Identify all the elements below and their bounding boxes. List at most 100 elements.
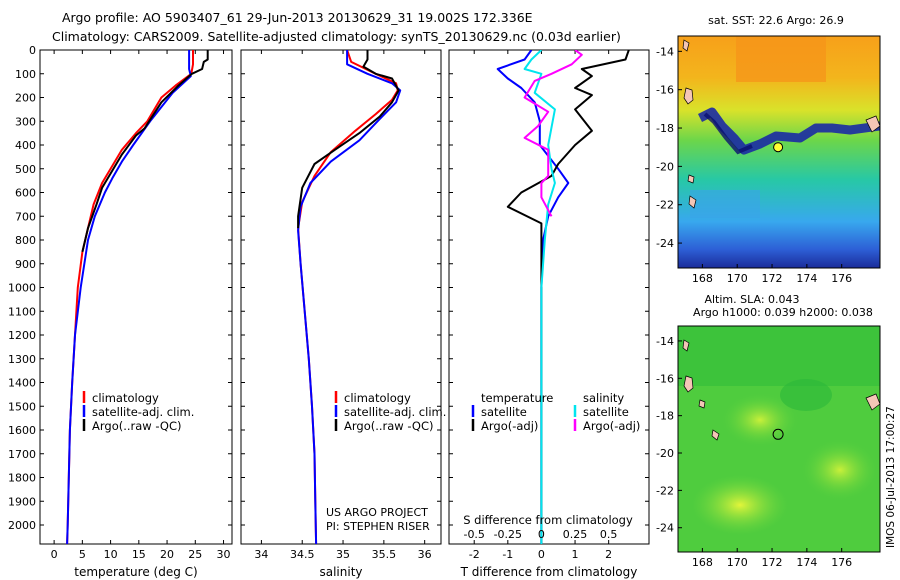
sla-islands [682,339,880,441]
sla-low-1 [780,379,832,411]
x-tick-label: 15 [132,548,146,561]
series-line-argo-raw-qc- [81,50,209,253]
legend-label-satellite: satellite-adj. clim. [344,405,446,419]
depth-tick-label: 1000 [8,282,36,295]
lon-tick-label: 176 [831,272,852,285]
lon-tick-label: 176 [831,556,852,569]
depth-tick-label: 900 [15,258,36,271]
sla-band [678,326,880,386]
salinity-lines [297,50,402,544]
project-credit: US ARGO PROJECT [326,506,428,519]
lat-tick-label: -22 [656,484,674,497]
island-4 [711,429,720,441]
sst-warm-patch [736,36,826,82]
island-2 [683,375,694,393]
series-line-satellite-adj-clim- [66,50,192,544]
lon-tick-label: 172 [762,556,783,569]
depth-tick-label: 200 [15,92,36,105]
legend-title-salinity: salinity [583,391,624,405]
x-tick-label: 34.5 [290,548,315,561]
x-tick-label: 10 [104,548,118,561]
legend-label-t-argo: Argo(-adj) [481,419,538,433]
island-1 [682,339,690,352]
island-2 [683,87,694,105]
salinity-xlabel: salinity [319,565,362,579]
depth-tick-label: 700 [15,210,36,223]
island-5 [865,115,880,133]
island-5 [865,393,880,411]
x-tick-label: 0 [538,548,545,561]
pi-credit: PI: STEPHEN RISER [326,520,430,533]
lon-tick-label: 172 [762,272,783,285]
series-line-t-argo-adj- [506,50,630,544]
sst-map-ticks: 168 170 172 174 176 -14 -16 -18 -20 -22 -24 [656,45,852,285]
temperature-panel: 0100200300400500600700800900100011001200… [8,44,233,579]
lat-tick-label: -18 [656,410,674,423]
x-tick-label: 2 [605,548,612,561]
lon-tick-label: 168 [692,556,713,569]
s-difference-tick-label: 0 [538,528,545,541]
x-tick-label: 0 [51,548,58,561]
x-tick-label: 30 [217,548,231,561]
lat-tick-label: -22 [656,199,674,212]
legend-label-t-satellite: satellite [481,405,527,419]
legend-label-climatology: climatology [92,391,159,405]
sla-map: Altim. SLA: 0.043 Argo h1000: 0.039 h200… [656,293,881,569]
sst-front-dark [703,112,753,155]
s-difference-tick-label: 0.5 [600,528,618,541]
sst-front [697,107,880,155]
sla-map-title: Altim. SLA: 0.043 [704,293,799,306]
x-tick-label: 20 [160,548,174,561]
x-tick-label: 36 [418,548,432,561]
sla-map-ticks: 168 170 172 174 176 -14 -16 -18 -20 -22 -24 [656,335,852,569]
difference-legend: temperature satellite Argo(-adj) salinit… [471,391,640,433]
depth-tick-label: 1800 [8,472,36,485]
x-tick-label: -2 [469,548,480,561]
sla-map-frame [677,325,881,553]
salinity-legend: climatology satellite-adj. clim. Argo(..… [334,391,446,433]
s-difference-tick-label: 0.25 [563,528,588,541]
header-line-1: Argo profile: AO 5903407_61 29-Jun-2013 … [62,10,533,25]
depth-tick-label: 600 [15,187,36,200]
island-3 [698,399,706,409]
sst-map-title: sat. SST: 22.6 Argo: 26.9 [708,14,844,27]
legend-label-argo: Argo(..raw -QC) [344,419,434,433]
depth-tick-label: 1400 [8,377,36,390]
temperature-xlabel: temperature (deg C) [74,565,197,579]
legend-title-temperature: temperature [481,391,553,405]
series-line-s-argo-adj- [523,50,583,217]
difference-axes [448,49,650,545]
x-tick-label: 25 [188,548,202,561]
depth-tick-label: 2000 [8,519,36,532]
series-line-s-satellite [523,50,556,544]
depth-tick-label: 400 [15,139,36,152]
depth-tick-label: 1300 [8,353,36,366]
lat-tick-label: -18 [656,122,674,135]
s-difference-tick-label: -0.25 [494,528,522,541]
salinity-axes [240,49,442,545]
series-line-argo-raw-qc- [297,50,400,229]
s-difference-label: S difference from climatology [463,513,633,527]
x-tick-label: 34 [254,548,268,561]
depth-tick-label: 1100 [8,305,36,318]
salinity-axis-ticks: 34 34.5 35 35.5 36 [254,50,432,561]
sla-map-subtitle: Argo h1000: 0.039 h2000: 0.038 [693,306,873,319]
depth-tick-label: 0 [29,44,36,57]
difference-depth-ticks [449,49,649,526]
depth-tick-label: 1900 [8,495,36,508]
lon-tick-label: 168 [692,272,713,285]
depth-tick-label: 100 [15,68,36,81]
lat-tick-label: -14 [656,45,674,58]
argo-float-marker [772,428,784,440]
depth-tick-label: 1700 [8,448,36,461]
lat-tick-label: -20 [656,447,674,460]
temperature-lines [66,50,209,544]
legend-label-s-argo: Argo(-adj) [583,419,640,433]
x-tick-label: 5 [79,548,86,561]
depth-tick-label: 800 [15,234,36,247]
x-tick-label: -1 [502,548,513,561]
depth-tick-label: 300 [15,115,36,128]
sla-high-2 [692,475,788,535]
lon-tick-label: 174 [796,556,817,569]
